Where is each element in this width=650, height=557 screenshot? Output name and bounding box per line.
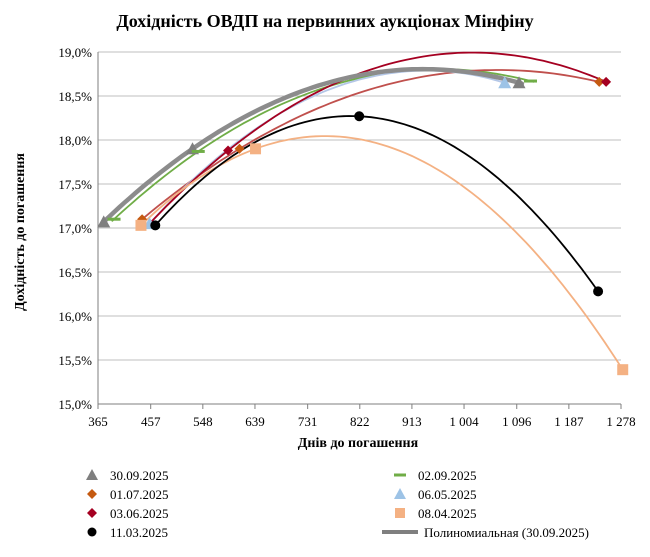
legend-item-02.09.2025: 02.09.2025 xyxy=(394,468,477,483)
y-tick-label: 17,0% xyxy=(58,221,92,236)
point-02.09.2025 xyxy=(191,149,205,153)
x-tick-label: 913 xyxy=(402,414,422,429)
legend-marker xyxy=(394,473,406,477)
axes: 15,0% 15,5% 16,0% 16,5% 17,0% 17,5% 18,0% 18,5%… xyxy=(58,45,635,429)
y-tick-label: 18,0% xyxy=(58,133,92,148)
legend-marker xyxy=(86,469,98,480)
y-tick-label: 17,5% xyxy=(58,177,92,192)
point-08.04.2025 xyxy=(617,364,629,376)
gridlines xyxy=(98,51,621,361)
point-03.06.2025 xyxy=(223,145,234,156)
x-tick-label: 1 278 xyxy=(606,414,635,429)
x-tick-label: 731 xyxy=(298,414,318,429)
x-tick-label: 639 xyxy=(245,414,265,429)
x-tick-label: 548 xyxy=(193,414,213,429)
legend-marker xyxy=(87,489,97,499)
legend-item-11.03.2025: 11.03.2025 xyxy=(87,525,168,540)
legend-item-03.06.2025: 03.06.2025 xyxy=(87,506,169,521)
y-tick-label: 18,5% xyxy=(58,89,92,104)
point-03.06.2025 xyxy=(601,76,612,87)
trend-line-06.05.2025 xyxy=(148,69,506,225)
legend-item-01.07.2025: 01.07.2025 xyxy=(87,487,169,502)
legend-item-08.04.2025: 08.04.2025 xyxy=(395,506,477,521)
point-11.03.2025 xyxy=(354,111,365,122)
legend-item-Полиномиальная (30.09.2025): Полиномиальная (30.09.2025) xyxy=(382,525,589,540)
legend-label: 03.06.2025 xyxy=(110,506,169,521)
y-axis-label: Дохідність до погашення xyxy=(13,153,28,311)
x-tick-label: 457 xyxy=(141,414,161,429)
trend-line-01.07.2025 xyxy=(140,69,601,222)
point-01.07.2025 xyxy=(594,76,605,87)
y-tick-label: 15,5% xyxy=(58,353,92,368)
legend-label: 30.09.2025 xyxy=(110,468,169,483)
legend-item-06.05.2025: 06.05.2025 xyxy=(394,487,477,502)
x-tick-label: 1 096 xyxy=(502,414,532,429)
chart-title: Дохідність ОВДП на первинних аукціонах М… xyxy=(116,11,533,31)
legend-marker xyxy=(394,488,406,499)
legend-label: Полиномиальная (30.09.2025) xyxy=(424,525,589,540)
trend-line-30.09.2025 xyxy=(101,66,525,225)
legend-label: 06.05.2025 xyxy=(418,487,477,502)
point-08.04.2025 xyxy=(135,219,147,231)
y-tick-label: 16,5% xyxy=(58,265,92,280)
point-30.09.2025 xyxy=(512,76,526,89)
point-02.09.2025 xyxy=(107,217,121,221)
trend-lines xyxy=(101,51,624,371)
point-11.03.2025 xyxy=(593,286,604,297)
y-tick-label: 15,0% xyxy=(58,397,92,412)
legend-item-30.09.2025: 30.09.2025 xyxy=(86,468,169,483)
legend-marker xyxy=(87,508,97,518)
point-30.09.2025 xyxy=(97,215,111,228)
legend-label: 11.03.2025 xyxy=(110,525,168,540)
x-tick-label: 822 xyxy=(350,414,370,429)
x-axis-label: Днів до погашення xyxy=(298,436,419,451)
legend: 30.09.2025 02.09.2025 01.07.2025 06.05.2025… xyxy=(86,468,589,540)
legend-label: 08.04.2025 xyxy=(418,506,477,521)
y-tick-label: 19,0% xyxy=(58,45,92,60)
point-02.09.2025 xyxy=(523,79,537,83)
legend-label: 01.07.2025 xyxy=(110,487,169,502)
legend-marker xyxy=(395,508,405,518)
y-tick-label: 16,0% xyxy=(58,309,92,324)
legend-label: 02.09.2025 xyxy=(418,468,477,483)
data-points xyxy=(97,76,629,376)
x-tick-label: 1 004 xyxy=(449,414,479,429)
legend-marker xyxy=(87,527,97,537)
point-11.03.2025 xyxy=(150,220,161,231)
point-08.04.2025 xyxy=(250,143,262,155)
point-01.07.2025 xyxy=(234,143,245,154)
trend-line-11.03.2025 xyxy=(154,115,599,293)
point-06.05.2025 xyxy=(498,76,512,89)
x-tick-label: 1 187 xyxy=(554,414,584,429)
x-tick-label: 365 xyxy=(88,414,108,429)
